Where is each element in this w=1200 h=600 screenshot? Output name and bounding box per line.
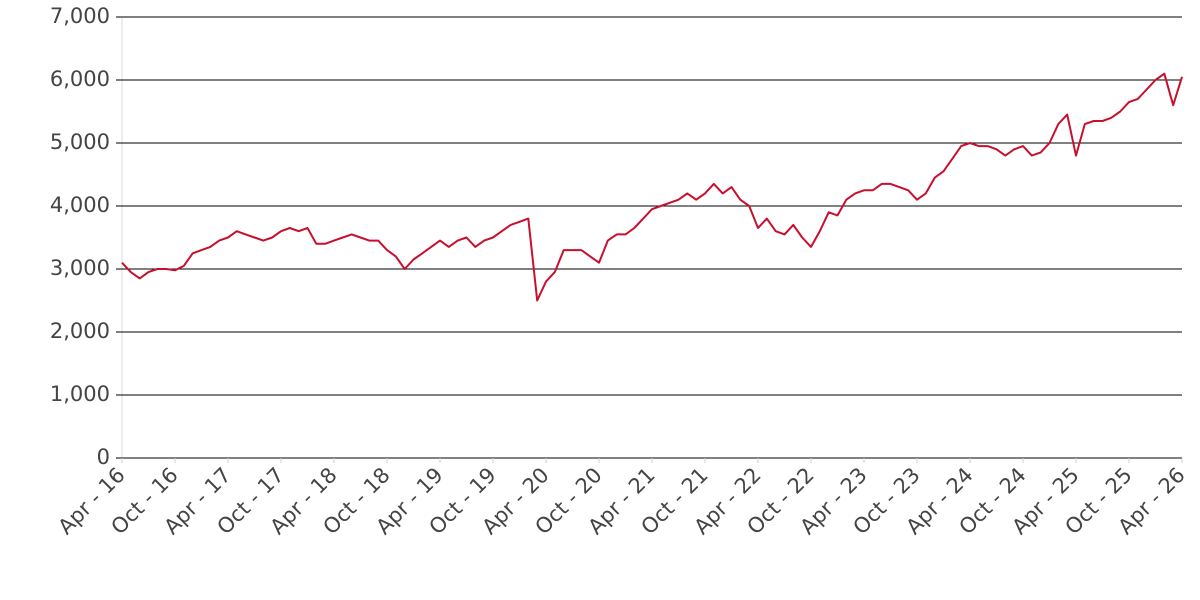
y-tick-label: 2,000 [50, 319, 110, 343]
y-tick-label: 3,000 [50, 256, 110, 280]
y-tick-label: 7,000 [50, 4, 110, 28]
y-tick-label: 1,000 [50, 382, 110, 406]
y-tick-label: 5,000 [50, 130, 110, 154]
y-tick-label: 4,000 [50, 193, 110, 217]
data-line [121, 72, 1183, 302]
y-tick-label: 6,000 [50, 67, 110, 91]
y-tick-label: 0 [97, 445, 110, 469]
